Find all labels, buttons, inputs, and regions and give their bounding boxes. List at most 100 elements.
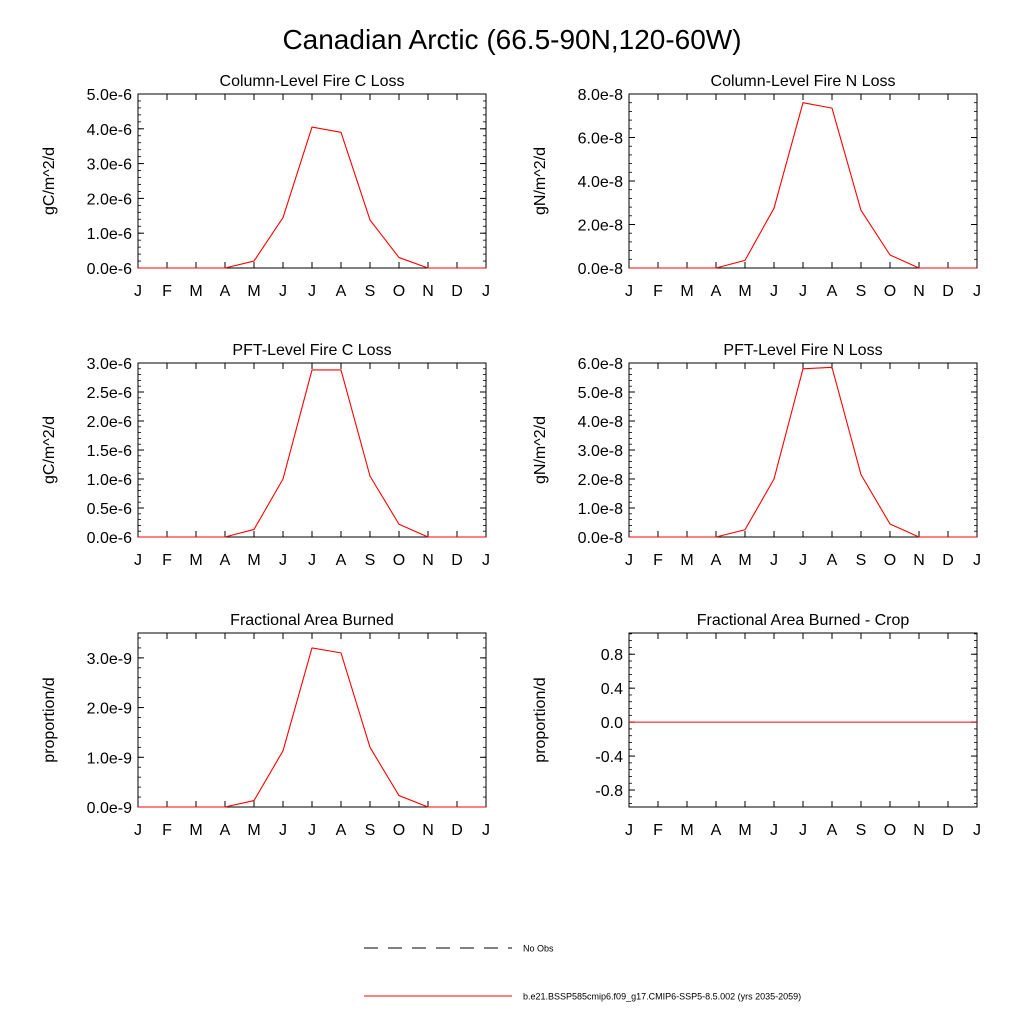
x-tick-label: D xyxy=(451,822,463,839)
y-tick-label: 2.0e-6 xyxy=(87,191,132,208)
plot-frame xyxy=(137,93,487,269)
x-tick-label: A xyxy=(220,552,231,569)
x-tick-label: S xyxy=(856,822,867,839)
x-tick-label: F xyxy=(162,283,172,300)
x-tick-label: J xyxy=(770,552,778,569)
plot-frame xyxy=(628,93,978,269)
x-tick-label: J xyxy=(799,552,807,569)
x-tick-label: J xyxy=(770,822,778,839)
figure-title: Canadian Arctic (66.5-90N,120-60W) xyxy=(282,24,741,55)
plot-frame xyxy=(137,362,487,538)
legend: No Obs b.e21.BSSP585cmip6.f09_g17.CMIP6-… xyxy=(364,944,801,1002)
x-tick-label: N xyxy=(913,552,925,569)
x-tick-label: N xyxy=(422,283,434,300)
legend-label-no-obs: No Obs xyxy=(523,944,554,954)
x-tick-label: J xyxy=(308,283,316,300)
x-tick-label: D xyxy=(451,552,463,569)
y-axis-label: gC/m^2/d xyxy=(41,147,58,215)
x-tick-label: J xyxy=(134,822,142,839)
y-tick-label: 3.0e-6 xyxy=(87,157,132,174)
x-tick-label: A xyxy=(711,822,722,839)
y-tick-label: 2.5e-6 xyxy=(87,385,132,402)
x-tick-label: F xyxy=(653,822,663,839)
x-tick-label: S xyxy=(365,283,376,300)
plot-frame xyxy=(137,632,487,808)
y-axis-label: gN/m^2/d xyxy=(532,147,549,215)
plot-frame xyxy=(628,632,978,808)
y-tick-label: 1.5e-6 xyxy=(87,443,132,460)
x-tick-label: A xyxy=(336,283,347,300)
y-tick-label: 6.0e-8 xyxy=(578,131,623,148)
series-line-1 xyxy=(138,369,486,538)
y-tick-label: 1.0e-6 xyxy=(87,226,132,243)
x-tick-label: J xyxy=(279,552,287,569)
y-tick-label: 6.0e-8 xyxy=(578,356,623,373)
x-tick-label: N xyxy=(913,822,925,839)
y-tick-label: 0.0 xyxy=(601,715,623,732)
panel-title: Fractional Area Burned - Crop xyxy=(697,612,910,629)
y-tick-label: 4.0e-8 xyxy=(578,414,623,431)
x-tick-label: A xyxy=(711,552,722,569)
x-tick-label: J xyxy=(799,822,807,839)
x-tick-label: J xyxy=(279,822,287,839)
x-tick-label: N xyxy=(913,283,925,300)
x-tick-label: S xyxy=(365,822,376,839)
y-tick-label: 1.0e-6 xyxy=(87,472,132,489)
x-tick-label: M xyxy=(680,552,693,569)
panel-title: PFT-Level Fire N Loss xyxy=(723,342,882,359)
legend-label-model: b.e21.BSSP585cmip6.f09_g17.CMIP6-SSP5-8.… xyxy=(523,992,801,1002)
x-tick-label: J xyxy=(134,283,142,300)
y-axis-label: proportion/d xyxy=(532,677,549,762)
x-tick-label: J xyxy=(482,822,490,839)
x-tick-label: F xyxy=(653,283,663,300)
x-tick-label: J xyxy=(308,552,316,569)
x-tick-label: A xyxy=(827,552,838,569)
x-tick-label: N xyxy=(422,552,434,569)
y-tick-label: 4.0e-8 xyxy=(578,174,623,191)
x-tick-label: A xyxy=(336,552,347,569)
panel-title: Fractional Area Burned xyxy=(230,612,394,629)
x-tick-label: S xyxy=(856,283,867,300)
x-tick-label: D xyxy=(451,283,463,300)
y-tick-label: 3.0e-6 xyxy=(87,356,132,373)
x-tick-label: M xyxy=(189,552,202,569)
x-tick-label: J xyxy=(134,552,142,569)
x-tick-label: M xyxy=(738,552,751,569)
x-tick-label: D xyxy=(942,552,954,569)
x-tick-label: D xyxy=(942,283,954,300)
y-axis-label: gC/m^2/d xyxy=(41,416,58,484)
x-tick-label: A xyxy=(220,283,231,300)
y-tick-label: 0.5e-6 xyxy=(87,501,132,518)
x-tick-label: J xyxy=(973,283,981,300)
x-tick-label: F xyxy=(653,552,663,569)
x-tick-label: J xyxy=(973,552,981,569)
series-line-1 xyxy=(138,647,486,808)
x-tick-label: J xyxy=(973,822,981,839)
series-line-1 xyxy=(629,366,977,538)
y-axis-label: gN/m^2/d xyxy=(532,416,549,484)
y-tick-label: -0.4 xyxy=(595,749,623,766)
x-tick-label: J xyxy=(279,283,287,300)
x-tick-label: J xyxy=(482,283,490,300)
x-tick-label: N xyxy=(422,822,434,839)
y-tick-label: 0.0e-6 xyxy=(87,261,132,278)
panel-title: PFT-Level Fire C Loss xyxy=(232,342,391,359)
chart-panel-6: Fractional Area Burned - Crop proportion/… xyxy=(532,612,981,839)
x-tick-label: S xyxy=(856,552,867,569)
x-tick-label: A xyxy=(711,283,722,300)
y-tick-label: 8.0e-8 xyxy=(578,87,623,104)
x-tick-label: J xyxy=(625,283,633,300)
y-tick-label: 2.0e-8 xyxy=(578,472,623,489)
y-tick-label: 2.0e-9 xyxy=(87,701,132,718)
y-tick-label: 5.0e-6 xyxy=(87,87,132,104)
y-tick-label: 0.0e-8 xyxy=(578,261,623,278)
x-tick-label: J xyxy=(625,822,633,839)
x-tick-label: J xyxy=(308,822,316,839)
x-tick-label: F xyxy=(162,552,172,569)
x-tick-label: M xyxy=(738,283,751,300)
y-tick-label: 2.0e-8 xyxy=(578,218,623,235)
